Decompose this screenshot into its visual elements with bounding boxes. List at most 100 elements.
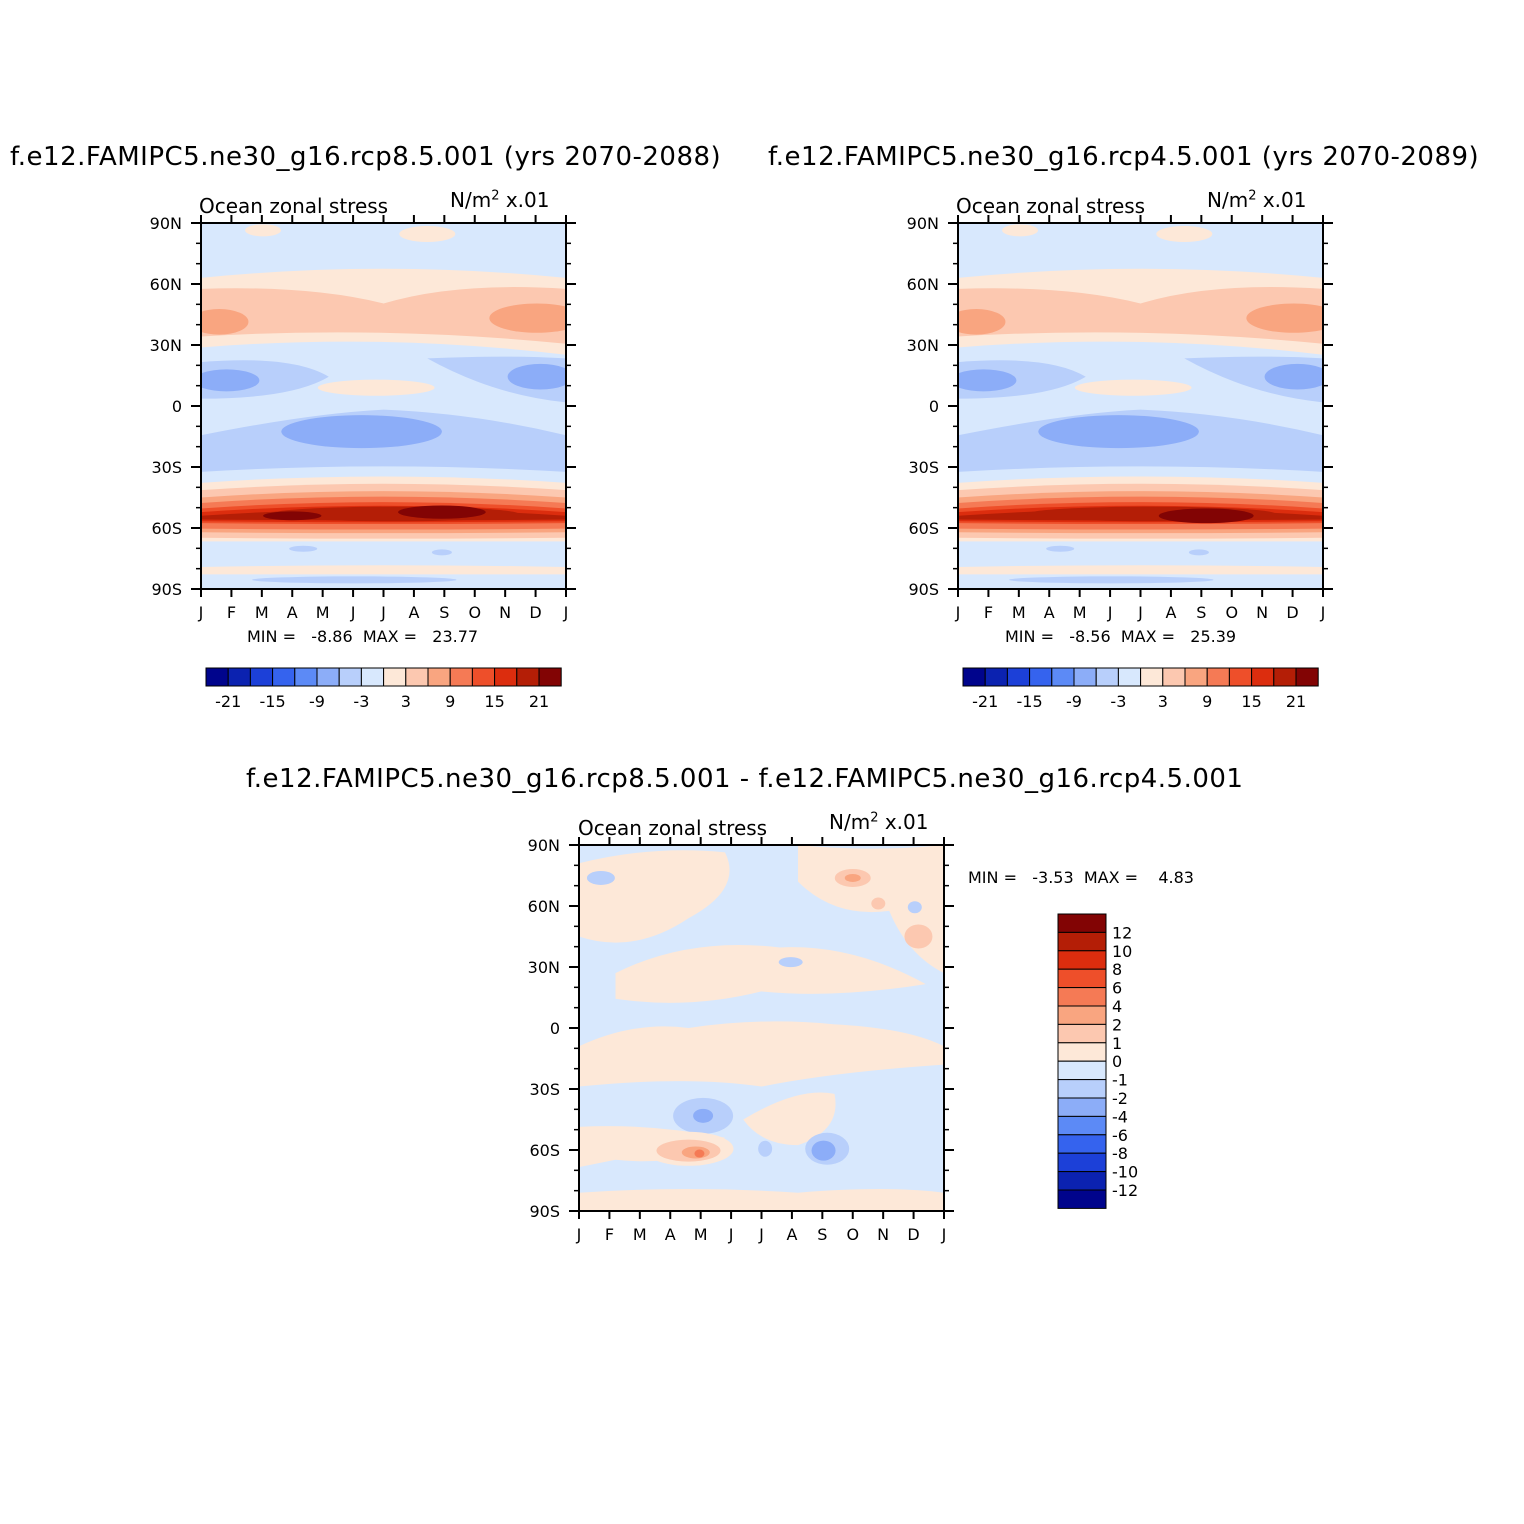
legend-swatch: [1251, 667, 1275, 687]
y-tick-label: 30S: [529, 1080, 560, 1099]
legend-swatch: [1057, 1023, 1107, 1044]
equatorial-positive-patch: [317, 379, 435, 396]
x-tick-label: D: [1286, 603, 1298, 622]
legend-label: 15: [484, 692, 504, 711]
legend-label: 0: [1112, 1052, 1122, 1071]
legend-label: 15: [1241, 692, 1261, 711]
sh-neg-patch-2: [431, 549, 452, 556]
x-tick-label: A: [408, 603, 419, 622]
x-tick-label: A: [1165, 603, 1176, 622]
legend-swatch: [1057, 987, 1107, 1007]
diff-positive-region-7: [579, 1189, 944, 1211]
y-tick-label: 30S: [151, 458, 182, 477]
y-tick-label: 90N: [150, 214, 182, 233]
legend-swatch: [1057, 1152, 1107, 1173]
nh-trade-max-east: [507, 363, 566, 390]
legend-swatch: [1057, 1060, 1107, 1081]
legend-swatch: [1228, 667, 1253, 687]
legend-swatch: [427, 667, 451, 687]
sh-neg-patch-2: [1188, 549, 1209, 556]
x-tick-label: M: [1012, 603, 1026, 622]
nh-westerly-max-west: [201, 309, 249, 335]
legend-swatch: [1057, 1097, 1107, 1117]
x-tick-label: S: [1196, 603, 1206, 622]
legend-swatch: [1057, 1079, 1107, 1099]
sh-jet-max-2: [398, 505, 486, 519]
diff-negative-min-3: [907, 901, 922, 914]
x-tick-label: A: [1044, 603, 1055, 622]
contour-field-3: [579, 845, 944, 1211]
legend-swatch: [249, 667, 274, 687]
sh-jet-max-1: [263, 511, 322, 521]
legend-label: -15: [1017, 692, 1043, 711]
legend-swatch: [1073, 667, 1097, 687]
diff-positive-sh-1-core: [694, 1149, 705, 1158]
legend-label: -9: [309, 692, 325, 711]
panel2-units: N/m2 x.01: [1207, 188, 1307, 212]
diff-positive-region-4: [579, 1021, 944, 1087]
sh-polar-negative-band: [252, 576, 457, 584]
y-tick-label: 0: [172, 397, 182, 416]
panel1-left-label: Ocean zonal stress: [199, 194, 389, 218]
legend-swatch: [516, 667, 540, 687]
nh-westerly-band-2: [958, 287, 1323, 344]
y-tick-label: 30N: [907, 336, 939, 355]
y-tick-label: 60N: [528, 897, 560, 916]
legend-label: 9: [1202, 692, 1212, 711]
legend-swatch: [405, 667, 429, 687]
x-tick-label: J: [1320, 603, 1326, 622]
panel2-stats: MIN = -8.56 MAX = 25.39: [1005, 627, 1237, 646]
sh-trade-max: [1038, 415, 1199, 449]
sh-polar-negative-band: [1009, 576, 1214, 584]
nh-trade-max-east: [1264, 363, 1323, 390]
x-tick-label: S: [439, 603, 449, 622]
panel3-left-label: Ocean zonal stress: [578, 816, 768, 840]
x-tick-label: J: [941, 1225, 947, 1244]
y-tick-label: 60N: [150, 275, 182, 294]
polar-patch-2: [399, 225, 456, 242]
legend-label: 12: [1112, 923, 1132, 942]
legend-label: -1: [1112, 1071, 1128, 1090]
y-tick-label: 60S: [908, 519, 939, 538]
contour-field-1: [201, 223, 566, 589]
legend-label: 1: [1112, 1034, 1122, 1053]
x-tick-label: D: [529, 603, 541, 622]
legend-swatch: [205, 667, 229, 687]
legend-label: 2: [1112, 1015, 1122, 1034]
y-tick-label: 30N: [150, 336, 182, 355]
x-tick-label: F: [227, 603, 236, 622]
x-tick-label: J: [380, 603, 386, 622]
legend-swatch: [494, 667, 518, 687]
sh-neg-patch-1: [1046, 545, 1075, 552]
legend-swatch: [338, 667, 362, 687]
diff-negative-min-2: [778, 957, 803, 968]
legend-swatch: [1057, 1171, 1107, 1191]
x-tick-label: O: [1225, 603, 1238, 622]
legend-label: 8: [1112, 960, 1122, 979]
legend-label: 3: [401, 692, 411, 711]
legend-swatch: [1057, 931, 1107, 952]
diff-positive-max-1b: [844, 873, 861, 882]
y-tick-label: 90S: [908, 580, 939, 599]
x-tick-label: D: [907, 1225, 919, 1244]
nh-westerly-max-east: [1246, 303, 1323, 333]
panel3-units: N/m2 x.01: [829, 810, 929, 834]
y-tick-label: 60S: [529, 1141, 560, 1160]
x-tick-label: A: [665, 1225, 676, 1244]
x-tick-label: M: [633, 1225, 647, 1244]
sh-subpolar-gap: [958, 541, 1323, 553]
x-tick-label: M: [1073, 603, 1087, 622]
sh-polar-positive-band: [958, 565, 1323, 575]
panel1-stats: MIN = -8.86 MAX = 23.77: [247, 627, 479, 646]
sh-trade-max: [281, 415, 442, 449]
legend-label: 21: [1286, 692, 1306, 711]
legend-swatch: [1057, 1115, 1107, 1136]
legend-label: 9: [445, 692, 455, 711]
panel1-units: N/m2 x.01: [450, 188, 550, 212]
diff-positive-max-3: [904, 924, 933, 949]
legend-swatch: [449, 667, 473, 687]
x-tick-label: J: [1137, 603, 1143, 622]
legend-swatch: [272, 667, 296, 687]
y-tick-label: 90S: [529, 1202, 560, 1221]
legend-swatch: [962, 667, 986, 687]
